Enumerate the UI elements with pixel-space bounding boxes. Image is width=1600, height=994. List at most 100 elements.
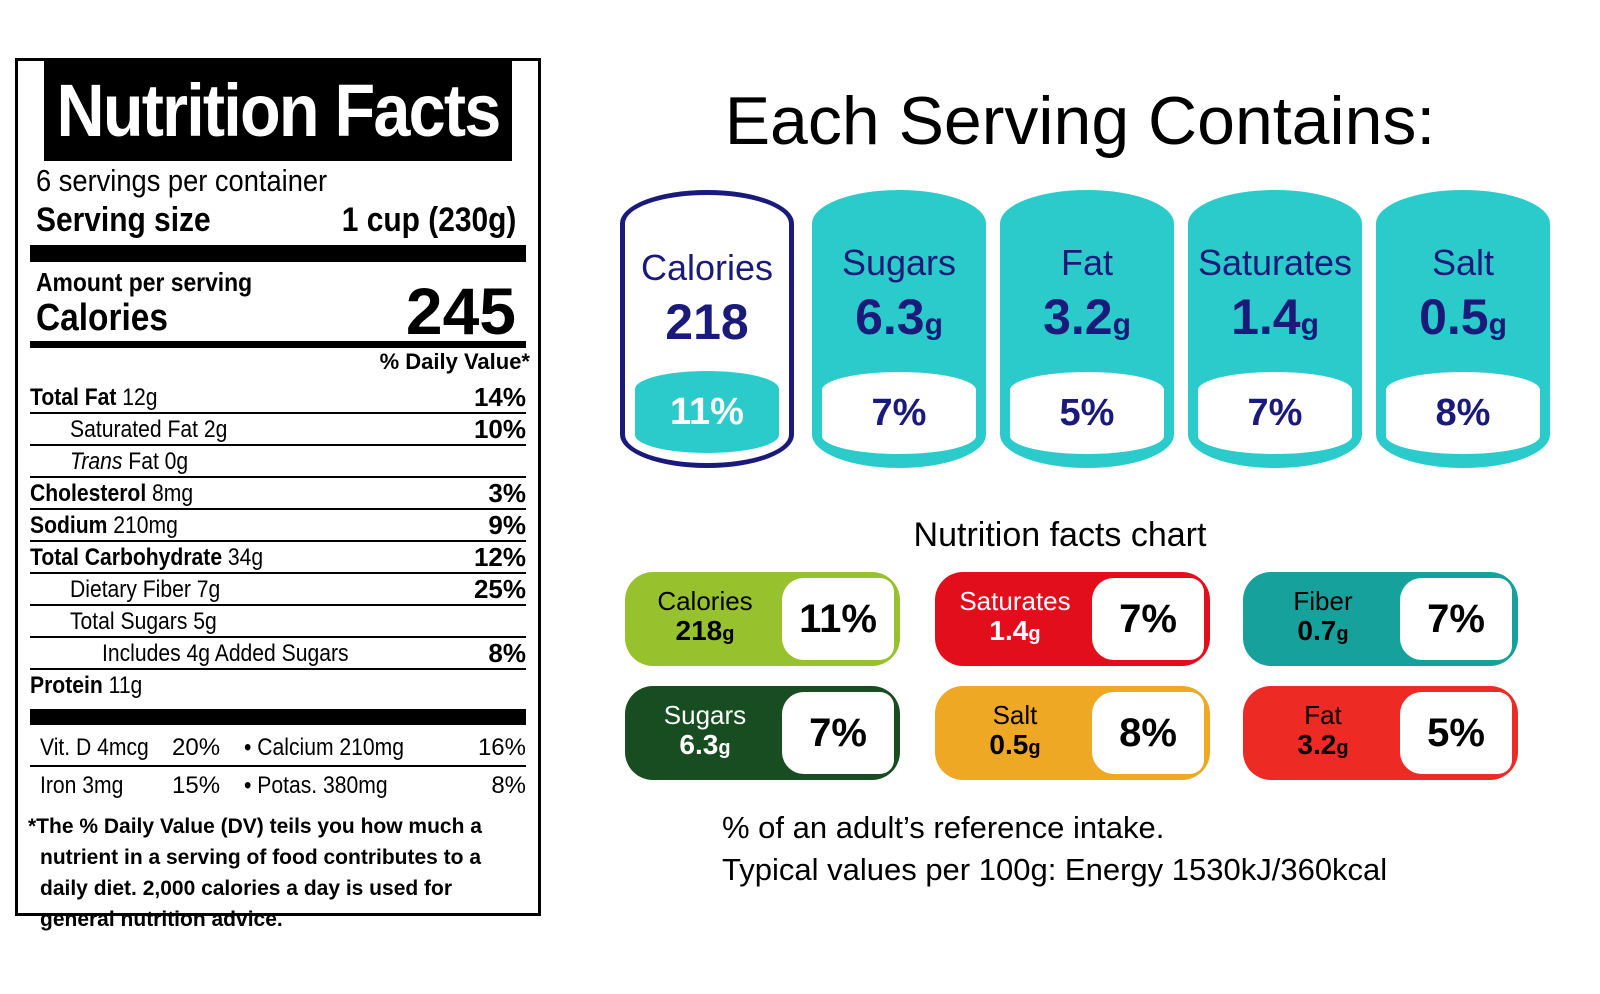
nutrient-row: Dietary Fiber 7g 25% xyxy=(30,573,526,606)
divider xyxy=(30,341,526,348)
can-label: Fat xyxy=(1060,242,1113,283)
can-label: Sugars xyxy=(841,242,957,283)
nutrient-row: Trans Fat 0g xyxy=(30,445,526,478)
nutrient-row: Protein 11g xyxy=(30,669,526,702)
nutrient-name: Total Fat xyxy=(30,384,117,411)
vitamin-row: Iron 3mg 15% • Potas. 380mg 8% xyxy=(30,767,526,805)
pill-percent: 7% xyxy=(1092,578,1204,660)
divider xyxy=(30,709,526,725)
footnote: *The % Daily Value (DV) teils you how mu… xyxy=(28,815,482,931)
nutrient-pill-saturates: Saturates 1.4g 7% xyxy=(935,572,1210,666)
nutrient-can-sugars: Sugars 6.3g 7% xyxy=(812,190,986,468)
can-percent: 5% xyxy=(1010,372,1164,454)
serving-size-label: Serving size xyxy=(36,201,211,239)
nutrient-name: Includes 4g Added Sugars xyxy=(102,640,349,667)
nutrient-dv: 8% xyxy=(488,638,526,668)
footer-line-1: % of an adult’s reference intake. xyxy=(722,810,1165,845)
servings-per-container: 6 servings per container xyxy=(36,163,328,198)
can-value: 0.5g xyxy=(1419,289,1507,345)
amount-per-serving: Amount per serving xyxy=(36,267,253,297)
nutrient-pill-fiber: Fiber 0.7g 7% xyxy=(1243,572,1518,666)
daily-value-header: % Daily Value* xyxy=(379,349,530,374)
nutrient-name: Cholesterol xyxy=(30,480,147,507)
can-percent: 7% xyxy=(822,372,976,454)
can-value: 6.3g xyxy=(855,289,943,345)
can-value: 1.4g xyxy=(1231,289,1319,345)
mineral-name: • Potas. 380mg xyxy=(244,772,388,799)
vitamin-row: Vit. D 4mcg 20% • Calcium 210mg 16% xyxy=(30,729,526,767)
can-label: Saturates xyxy=(1197,242,1353,283)
pill-percent: 5% xyxy=(1400,692,1512,774)
nutrient-dv: 3% xyxy=(488,478,526,508)
nutrient-row: Includes 4g Added Sugars 8% xyxy=(30,637,526,670)
pill-value: 218g xyxy=(675,615,735,646)
vitamin-dv: 15% xyxy=(172,772,221,799)
pill-percent: 8% xyxy=(1092,692,1204,774)
nutrient-can-fat: Fat 3.2g 5% xyxy=(1000,190,1174,468)
nutrient-row: Total Fat 12g 14% xyxy=(30,381,526,414)
can-value: 3.2g xyxy=(1043,289,1131,345)
pill-label: Saturates xyxy=(959,586,1071,616)
nutrient-dv: 25% xyxy=(473,574,526,604)
nutrient-row: Sodium 210mg 9% xyxy=(30,509,526,542)
pill-label: Salt xyxy=(992,700,1038,730)
nutrient-pill-calories: Calories 218g 11% xyxy=(625,572,900,666)
nutrient-row: Total Sugars 5g xyxy=(30,605,526,638)
can-label: Salt xyxy=(1431,242,1495,283)
pill-value: 0.7g xyxy=(1297,615,1349,646)
mineral-dv: 8% xyxy=(491,772,526,799)
calories-value: 245 xyxy=(405,274,516,348)
pill-value: 0.5g xyxy=(989,729,1041,760)
can-value: 218 xyxy=(665,294,749,350)
nutrient-pill-sugars: Sugars 6.3g 7% xyxy=(625,686,900,780)
can-percent: 8% xyxy=(1386,372,1540,454)
nutrient-dv: 14% xyxy=(473,382,526,412)
vitamin-name: Vit. D 4mcg xyxy=(40,734,149,761)
nutrient-name: Total Carbohydrate xyxy=(30,544,223,571)
nutrient-dv: 12% xyxy=(473,542,526,572)
chart-title: Nutrition facts chart xyxy=(913,516,1207,554)
nutrient-can-saturates: Saturates 1.4g 7% xyxy=(1188,190,1362,468)
can-label: Calories xyxy=(640,247,774,288)
pill-value: 1.4g xyxy=(989,615,1041,646)
nutrient-name: Total Sugars xyxy=(70,608,188,635)
pill-label: Fat xyxy=(1304,700,1342,730)
pill-percent: 11% xyxy=(782,578,894,660)
pill-label: Sugars xyxy=(663,700,747,730)
pill-label: Fiber xyxy=(1293,586,1353,616)
label-title: Nutrition Facts xyxy=(44,61,512,161)
vitamin-dv: 20% xyxy=(172,734,221,761)
nutrient-amount: 12g xyxy=(122,384,158,411)
nutrient-amount: 34g xyxy=(227,544,264,571)
nutrient-dv: 9% xyxy=(488,510,526,540)
nutrient-row: Total Carbohydrate 34g 12% xyxy=(30,541,526,574)
footer-line-2: Typical values per 100g: Energy 1530kJ/3… xyxy=(722,852,1388,887)
mineral-name: • Calcium 210mg xyxy=(244,734,404,761)
mineral-dv: 16% xyxy=(477,734,526,761)
nutrient-name: Saturated Fat xyxy=(70,416,198,443)
calories-label: Calories xyxy=(36,297,168,339)
nutrient-name: Protein xyxy=(30,672,103,699)
pill-percent: 7% xyxy=(782,692,894,774)
can-percent: 7% xyxy=(1198,372,1352,454)
can-percent: 11% xyxy=(635,371,779,453)
nutrient-amount: 210mg xyxy=(113,512,178,539)
nutrient-can-calories: Calories 218 11% xyxy=(620,190,794,468)
vitamin-name: Iron 3mg xyxy=(40,772,124,799)
pill-value: 3.2g xyxy=(1297,729,1349,760)
nutrient-pill-fat: Fat 3.2g 5% xyxy=(1243,686,1518,780)
pill-label: Calories xyxy=(657,586,753,616)
nutrient-pill-salt: Salt 0.5g 8% xyxy=(935,686,1210,780)
nutrient-amount: 2g xyxy=(203,416,228,443)
nutrient-name: Sodium xyxy=(30,512,108,539)
nutrient-dv: 10% xyxy=(473,414,526,444)
nutrient-name: Dietary Fiber xyxy=(70,576,191,603)
nutrient-amount: Fat 0g xyxy=(128,448,189,475)
nutrient-row: Cholesterol 8mg 3% xyxy=(30,477,526,510)
nutrient-name: Trans xyxy=(70,448,123,475)
nutrient-can-salt: Salt 0.5g 8% xyxy=(1376,190,1550,468)
nutrient-amount: 5g xyxy=(193,608,217,635)
nutrient-row: Saturated Fat 2g 10% xyxy=(30,413,526,446)
nutrition-facts-label: Nutrition Facts 6 servings per container… xyxy=(15,58,541,931)
nutrient-amount: 7g xyxy=(196,576,221,603)
